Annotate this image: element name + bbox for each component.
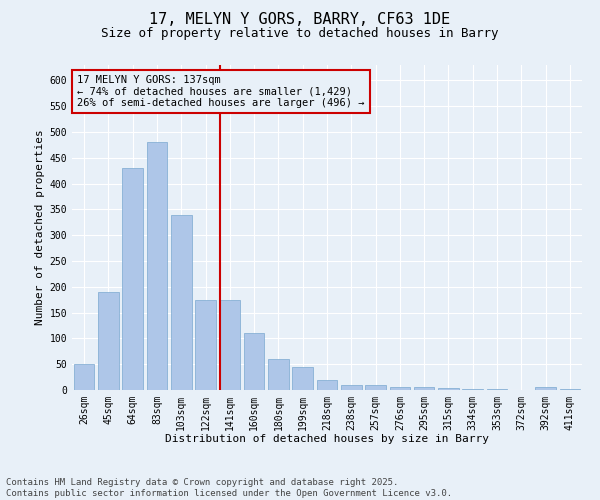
Bar	[98, 292, 119, 390]
Bar	[389, 388, 410, 390]
Text: Size of property relative to detached houses in Barry: Size of property relative to detached ho…	[101, 28, 499, 40]
Bar	[535, 388, 556, 390]
Bar	[195, 300, 216, 390]
Bar	[292, 367, 313, 390]
Bar	[414, 388, 434, 390]
Bar	[122, 168, 143, 390]
Y-axis label: Number of detached properties: Number of detached properties	[35, 130, 46, 326]
Bar	[365, 385, 386, 390]
Bar	[438, 388, 459, 390]
Bar	[146, 142, 167, 390]
Bar	[341, 385, 362, 390]
Bar	[220, 300, 240, 390]
Bar	[268, 359, 289, 390]
X-axis label: Distribution of detached houses by size in Barry: Distribution of detached houses by size …	[165, 434, 489, 444]
Bar	[317, 380, 337, 390]
Text: 17, MELYN Y GORS, BARRY, CF63 1DE: 17, MELYN Y GORS, BARRY, CF63 1DE	[149, 12, 451, 28]
Bar	[171, 214, 191, 390]
Bar	[74, 364, 94, 390]
Text: Contains HM Land Registry data © Crown copyright and database right 2025.
Contai: Contains HM Land Registry data © Crown c…	[6, 478, 452, 498]
Bar	[244, 334, 265, 390]
Text: 17 MELYN Y GORS: 137sqm
← 74% of detached houses are smaller (1,429)
26% of semi: 17 MELYN Y GORS: 137sqm ← 74% of detache…	[77, 74, 365, 108]
